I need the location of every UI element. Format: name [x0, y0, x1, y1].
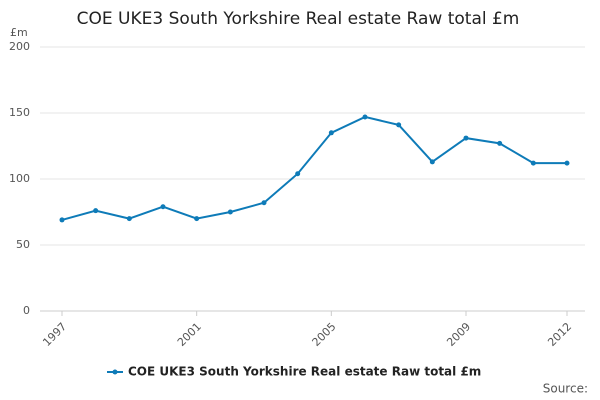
point — [194, 216, 200, 222]
point — [126, 216, 132, 222]
y-tick-label: 0 — [23, 304, 30, 317]
x-tick-label: 1997 — [40, 320, 69, 349]
y-tick-label: 150 — [9, 106, 30, 119]
point — [429, 159, 435, 165]
point — [564, 160, 570, 166]
chart-title: COE UKE3 South Yorkshire Real estate Raw… — [77, 9, 520, 29]
point — [362, 114, 368, 120]
y-tick-label: 200 — [9, 40, 30, 53]
point — [463, 135, 469, 141]
point — [160, 204, 166, 210]
x-tick-label: 2001 — [175, 320, 204, 349]
x-tick-label: 2009 — [444, 320, 473, 349]
point — [93, 208, 99, 214]
point — [530, 160, 536, 166]
y-tick-label: 100 — [9, 172, 30, 185]
y-tick-label: 50 — [16, 238, 30, 251]
line — [61, 115, 567, 221]
point — [261, 200, 267, 206]
point — [295, 171, 301, 177]
source: Source: — [543, 382, 588, 396]
point — [328, 130, 334, 136]
point — [227, 209, 233, 215]
point — [497, 140, 503, 146]
x-tick-label: 2012 — [545, 320, 574, 349]
point — [59, 217, 65, 223]
y-axis-label: £m — [10, 26, 28, 39]
legend-label: COE UKE3 South Yorkshire Real estate Raw… — [128, 365, 481, 379]
point — [396, 122, 402, 128]
legend-marker — [112, 369, 118, 375]
x-tick-label: 2005 — [310, 320, 339, 349]
